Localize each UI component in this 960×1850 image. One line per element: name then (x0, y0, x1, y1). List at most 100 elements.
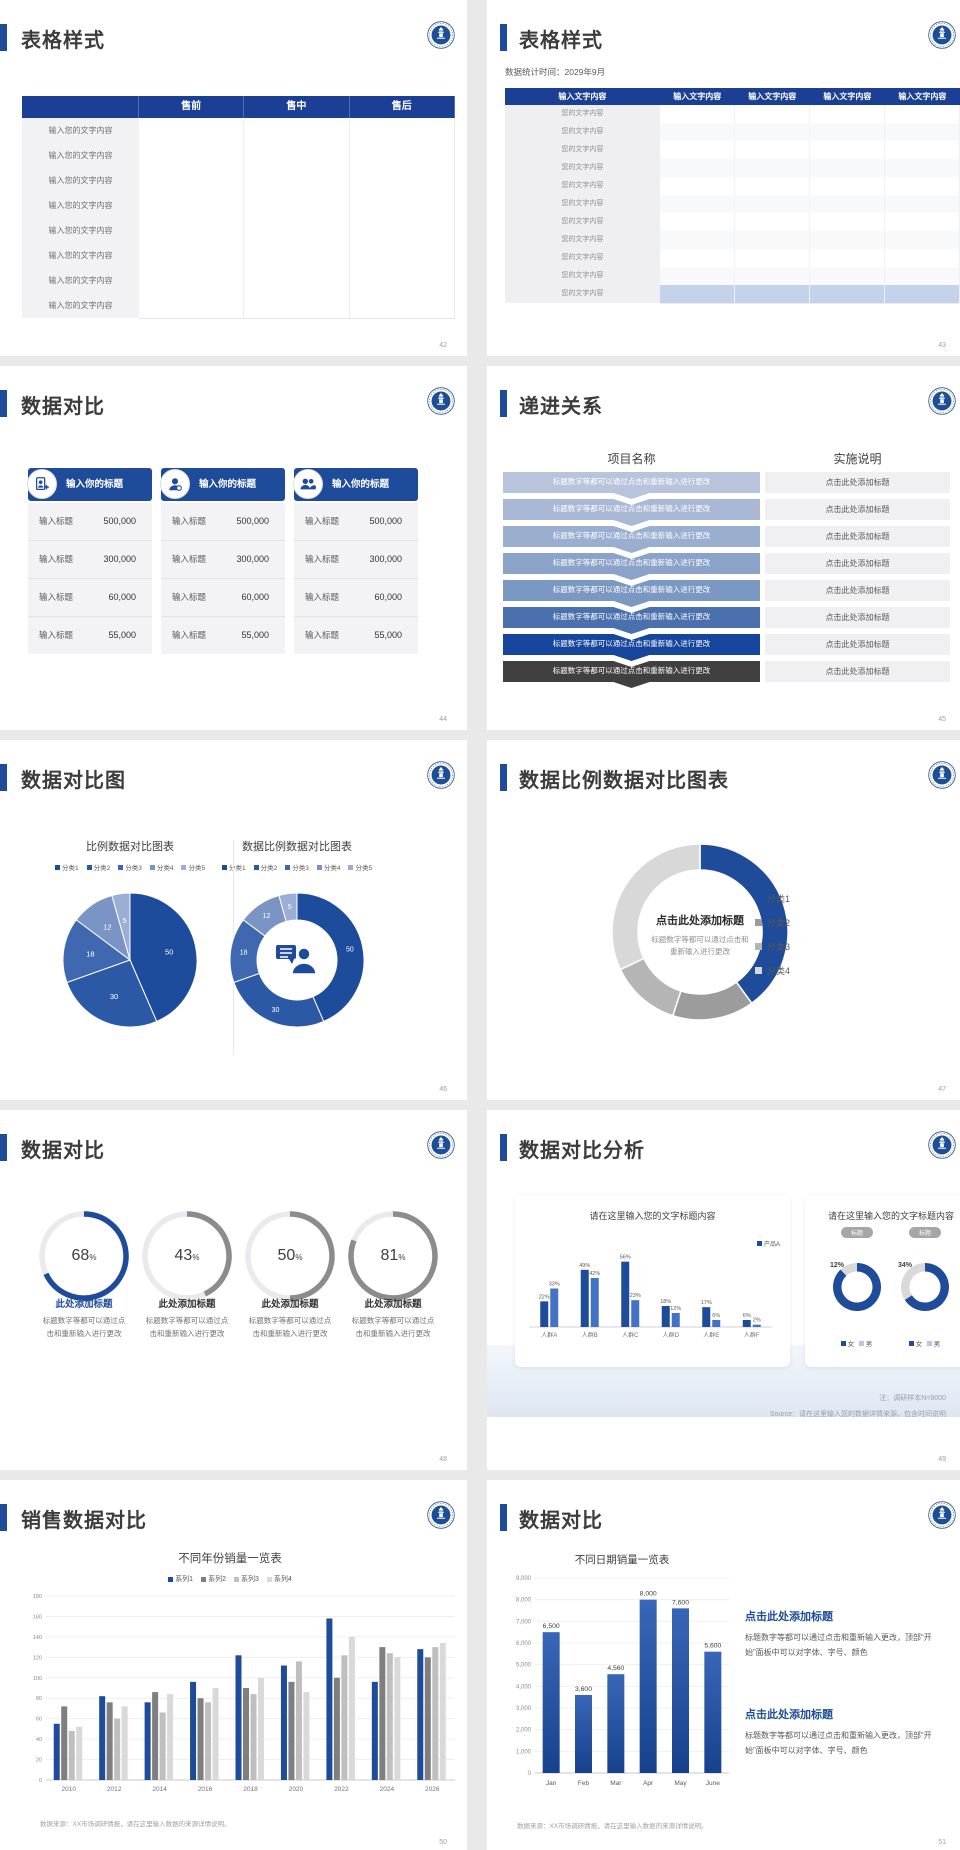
title-accent-bar (0, 390, 7, 417)
table-cell (884, 105, 960, 124)
svg-text:50: 50 (165, 947, 173, 956)
row-value: 500,000 (236, 516, 269, 526)
month-bar-canvas: 0 1,000 2,000 3,000 4,000 5,000 6,000 7,000 8,00… (516, 1576, 729, 1787)
legend-item: 分类1 (755, 892, 790, 905)
table-cell (244, 168, 350, 194)
gauge-percent-number: 81 (380, 1247, 399, 1264)
subtitle-line: 重新输入进行更改 (670, 947, 730, 956)
page-number: 49 (938, 1456, 946, 1463)
stat-card[interactable]: 输入你的标题 输入标题 500,000 输入标题 300,000 输入标题 60,000 输入… (27, 468, 152, 654)
table-row: 您的文字内容 (505, 141, 960, 160)
table-cell (138, 218, 245, 244)
slide-45-thumbnail[interactable]: 递进关系 项目名称 实施说明 标题数字等都可以通过点击和重新输入进行更改 点击此处… (487, 366, 960, 730)
svg-text:6%: 6% (743, 1313, 751, 1319)
slide-51-thumbnail[interactable]: 数据对比 不同日期销量一览表 0 1,000 2,000 3,000 4,000 5,00… (487, 1480, 960, 1850)
school-logo-icon (928, 761, 956, 789)
svg-text:Feb: Feb (578, 1780, 590, 1787)
row-label-cell: 输入您的文字内容 (22, 168, 139, 194)
table-cell (138, 243, 245, 269)
gauge-percent-number: 50 (277, 1247, 296, 1264)
stat-card[interactable]: 输入你的标题 输入标题 500,000 输入标题 300,000 输入标题 60,000 输入… (160, 468, 285, 654)
svg-text:May: May (674, 1780, 687, 1787)
table-cell (659, 105, 735, 124)
step-chevron-bar: 标题数字等都可以通过点击和重新输入进行更改 (503, 472, 760, 499)
legend-label: 分类1 (228, 865, 246, 872)
svg-text:男: 男 (866, 1340, 873, 1348)
table-cell (138, 293, 245, 319)
note-cell: 点击此处添加标题 (765, 499, 950, 520)
slide-42-thumbnail[interactable]: 表格样式 售前 售中 售后 输入您的文字内容 输入您的文字内容 输入您的文字内容 输入您的文… (0, 0, 467, 356)
svg-text:80: 80 (36, 1696, 42, 1702)
svg-text:12: 12 (263, 913, 271, 920)
legend-item: 系列2 (201, 1574, 226, 1584)
legend-item: 分类4 (755, 964, 790, 977)
table-cell (244, 118, 350, 144)
svg-text:30: 30 (110, 992, 118, 1001)
table-cell (809, 195, 885, 214)
note-cell: 点击此处添加标题 (765, 661, 950, 682)
slide-50-thumbnail[interactable]: 销售数据对比 不同年份销量一览表 系列1 系列2 系列3 系列4 0 20 40 60 80 1… (0, 1480, 467, 1850)
page-number: 44 (439, 716, 447, 723)
slide-43-thumbnail[interactable]: 表格样式 数据统计时间：2029年9月 输入文字内容 输入文字内容 输入文字内容 输入… (487, 0, 960, 356)
slide-48-thumbnail[interactable]: 数据对比 68% 此处添加标题 标题数字等都可以通过点击和重新输入进行更改 43% 此处… (0, 1110, 467, 1470)
donut-chart-title: 数据比例数据对比图表 (242, 841, 352, 853)
gauge-percent-number: 68 (71, 1247, 90, 1264)
page-number: 47 (938, 1086, 946, 1093)
step-chevron-bar: 标题数字等都可以通过点击和重新输入进行更改 (503, 580, 760, 607)
svg-text:4,560: 4,560 (607, 1665, 624, 1672)
school-logo-icon (928, 1131, 956, 1159)
table-cell (734, 267, 810, 286)
card-body: 输入标题 500,000 输入标题 300,000 输入标题 60,000 输入标题 55,0… (161, 503, 285, 654)
slide-47-thumbnail[interactable]: 数据比例数据对比图表 点击此处添加标题 标题数字等都可以通过点击和 重新输入进行更… (487, 740, 960, 1100)
table-cell (659, 267, 735, 286)
legend-label: 分类5 (188, 865, 206, 872)
slide-49-thumbnail[interactable]: 数据对比分析 请在这里输入您的文字标题内容 产品A 22% 33% 人群A 49% 42… (487, 1110, 960, 1470)
progression-row: 标题数字等都可以通过点击和重新输入进行更改 点击此处添加标题 (503, 472, 950, 499)
block-heading: 点击此处添加标题 (745, 1611, 833, 1623)
gauge-value: 81% (351, 1247, 435, 1265)
table-cell (349, 193, 455, 219)
table-row: 您的文字内容 (505, 177, 960, 196)
svg-text:6,000: 6,000 (516, 1641, 532, 1647)
card-row: 输入标题 55,000 (161, 616, 285, 654)
row-value: 500,000 (103, 516, 136, 526)
school-logo-icon (928, 1501, 956, 1529)
table-cell (244, 193, 350, 219)
card-body: 输入标题 500,000 输入标题 300,000 输入标题 60,000 输入标题 55,0… (294, 503, 418, 654)
legend-swatch-icon (266, 1576, 272, 1582)
legend-swatch-icon (181, 864, 187, 870)
card-row: 输入标题 60,000 (294, 578, 418, 616)
svg-text:2,000: 2,000 (516, 1728, 532, 1734)
year-bar-canvas: 0 20 40 60 80 100 120 140 160 180 2010 2012 2014 2016… (33, 1594, 455, 1793)
row-label-cell: 您的文字内容 (505, 195, 660, 214)
slide-44-thumbnail[interactable]: 数据对比 输入你的标题 输入标题 500,000 输入标题 300,000 输入标题 60,… (0, 366, 467, 730)
donut-center-title: 点击此处添加标题 (656, 915, 744, 927)
gauge-description: 标题数字等都可以通过点击和重新输入进行更改 (145, 1316, 229, 1338)
row-value: 55,000 (241, 630, 269, 640)
table-cell (884, 213, 960, 232)
slide-46-thumbnail[interactable]: 数据对比图 比例数据对比图表 分类1 分类2 分类3 分类4 分类5 数据比例数据对比图… (0, 740, 467, 1100)
series-legend: 系列1 系列2 系列3 系列4 (0, 1574, 460, 1584)
stat-card[interactable]: 输入你的标题 输入标题 500,000 输入标题 300,000 输入标题 60,000 输入… (293, 468, 418, 654)
table-header-cell: 售前 (139, 96, 245, 118)
table-cell (734, 105, 810, 124)
row-value: 60,000 (241, 592, 269, 602)
progression-row: 标题数字等都可以通过点击和重新输入进行更改 点击此处添加标题 (503, 634, 950, 661)
svg-text:人群B: 人群B (582, 1331, 598, 1339)
legend-label: 分类1 (767, 894, 791, 904)
title-accent-bar (500, 764, 507, 791)
legend-label: 分类3 (292, 865, 309, 872)
gender-donuts-canvas: 标题 12% 女 男 标题 34% 女 男 (830, 1227, 949, 1348)
svg-text:18%: 18% (660, 1299, 671, 1305)
card-header: 输入你的标题 (293, 468, 418, 501)
table-cell (809, 123, 885, 142)
svg-text:9,000: 9,000 (516, 1576, 532, 1582)
block-paragraph: 标题数字等都可以通过点击和重新输入更改，顶部“开始”面板中可以对字体、字号、颜色 (745, 1633, 932, 1657)
table-row: 输入您的文字内容 (22, 268, 455, 294)
legend-label: 系列2 (208, 1576, 226, 1583)
table-header-cell: 输入文字内容 (823, 92, 872, 101)
bar-chart-card: 请在这里输入您的文字标题内容 产品A 22% 33% 人群A 49% 42% 人群B 56%… (515, 1195, 790, 1367)
donut-center-text: 点击此处添加标题 标题数字等都可以通过点击和 重新输入进行更改 (620, 912, 780, 958)
row-label-cell: 输入您的文字内容 (22, 243, 139, 269)
